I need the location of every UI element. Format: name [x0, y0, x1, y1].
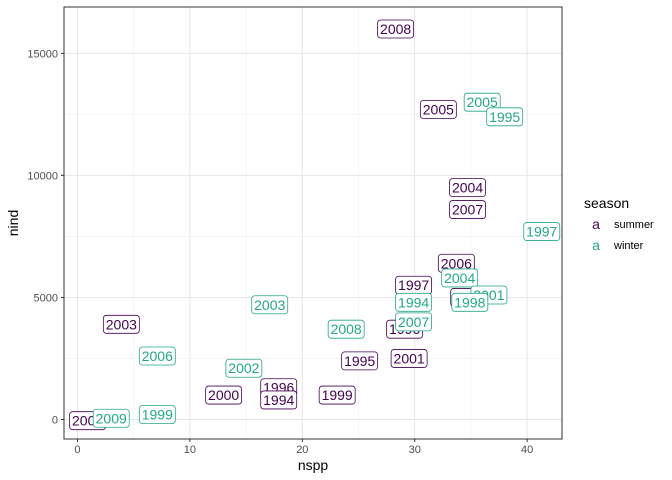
- point-label-winter: 2009: [92, 408, 130, 428]
- point-label-summer: 2001: [390, 349, 428, 368]
- point-label-text: 2003: [254, 297, 285, 313]
- point-label-text: 1995: [489, 109, 520, 125]
- point-label-box: [102, 314, 140, 334]
- point-label-box: [395, 312, 433, 332]
- point-label-box: [486, 107, 524, 127]
- point-label-text: 1995: [344, 353, 375, 369]
- point-label-winter: 2004: [441, 268, 479, 288]
- y-tick-label: 10000: [27, 170, 58, 182]
- point-label-box: [463, 92, 501, 112]
- point-label-winter: 2008: [327, 319, 365, 339]
- point-label-text: 2005: [467, 94, 498, 110]
- point-label-winter: 1995: [486, 107, 524, 127]
- point-label-box: [441, 268, 479, 288]
- point-label-summer: 2006: [437, 253, 475, 273]
- y-axis-title: nind: [5, 210, 21, 236]
- point-label-summer: 1997: [395, 275, 433, 295]
- point-label-winter: 1994: [395, 292, 433, 312]
- point-label-summer: 2004: [449, 178, 486, 198]
- point-label-box: [260, 390, 298, 410]
- point-label-text: 1997: [398, 277, 429, 293]
- point-label-summer: 1995: [341, 351, 379, 371]
- point-label-text: 2006: [142, 348, 173, 364]
- point-label-box: [92, 408, 130, 428]
- y-tick-label: 0: [52, 414, 58, 426]
- x-tick-label: 10: [184, 444, 196, 456]
- point-label-box: [341, 351, 379, 371]
- point-label-summer: 1999: [318, 385, 356, 405]
- point-label-box: [419, 100, 457, 119]
- point-label-text: 2008: [380, 21, 411, 37]
- point-label-text: 1998: [454, 294, 485, 310]
- point-label-text: 2007: [398, 314, 429, 330]
- point-label-text: 2004: [444, 270, 475, 286]
- point-label-text: 1999: [142, 407, 173, 423]
- point-label-box: [138, 405, 176, 424]
- x-tick-label: 30: [409, 444, 421, 456]
- point-label-box: [390, 349, 428, 368]
- point-label-box: [451, 292, 489, 312]
- legend-key-winter: a: [592, 237, 600, 253]
- point-label-winter: 2007: [395, 312, 433, 332]
- point-label-summer: 2007: [449, 200, 486, 219]
- point-label-box: [318, 385, 356, 405]
- plot-border: [63, 6, 563, 440]
- point-label-winter: 2006: [138, 346, 176, 366]
- plot-panel: [64, 7, 562, 439]
- legend-label-winter: winter: [613, 240, 644, 252]
- legend-label-summer: summer: [614, 219, 654, 231]
- point-label-text: 2006: [441, 255, 472, 271]
- data-labels: 2008200520042007200619972002199620011995…: [69, 19, 561, 431]
- legend-title: season: [584, 195, 629, 211]
- legend: season a summer a winter: [584, 195, 654, 253]
- point-label-box: [377, 19, 415, 39]
- x-tick-label: 20: [296, 444, 308, 456]
- legend-key-summer: a: [592, 216, 600, 232]
- point-label-box: [251, 295, 289, 315]
- point-label-text: 1999: [322, 387, 353, 403]
- point-label-text: 2009: [96, 410, 127, 426]
- point-label-summer: 2005: [419, 100, 457, 119]
- x-tick-label: 40: [521, 444, 533, 456]
- point-label-text: 2005: [423, 102, 454, 118]
- point-label-summer: 1994: [260, 390, 298, 410]
- point-label-box: [327, 319, 365, 339]
- point-label-text: 2004: [452, 180, 483, 196]
- point-label-box: [449, 178, 486, 198]
- point-label-winter: 2005: [463, 92, 501, 112]
- y-tick-label: 5000: [34, 292, 58, 304]
- point-label-text: 2001: [394, 350, 425, 366]
- point-label-text: 2000: [208, 387, 239, 403]
- point-label-text: 2008: [331, 321, 362, 337]
- point-label-winter: 1997: [523, 222, 561, 241]
- point-label-text: 1997: [526, 224, 557, 240]
- point-label-text: 1994: [263, 392, 294, 408]
- y-tick-label: 15000: [27, 48, 58, 60]
- point-label-box: [225, 358, 263, 378]
- point-label-summer: 2003: [102, 314, 140, 334]
- axis-ticks: 0 10 20 30 40 0 5000 10000 15000: [27, 48, 533, 456]
- point-label-winter: 2002: [225, 358, 263, 378]
- point-label-summer: 2008: [377, 19, 415, 39]
- point-label-box: [449, 200, 486, 219]
- point-label-text: 2007: [452, 202, 483, 218]
- x-tick-label: 0: [74, 444, 80, 456]
- point-label-text: 2003: [106, 316, 137, 332]
- point-label-winter: 1999: [138, 405, 176, 424]
- point-label-winter: 2003: [251, 295, 289, 315]
- point-label-text: 1994: [398, 294, 429, 310]
- point-label-box: [523, 222, 561, 241]
- point-label-box: [138, 346, 176, 366]
- point-label-summer: 2000: [205, 385, 243, 405]
- point-label-text: 2002: [228, 360, 259, 376]
- point-label-box: [395, 292, 433, 312]
- x-axis-title: nspp: [298, 457, 329, 473]
- point-label-winter: 1998: [451, 292, 489, 312]
- point-label-box: [205, 385, 243, 405]
